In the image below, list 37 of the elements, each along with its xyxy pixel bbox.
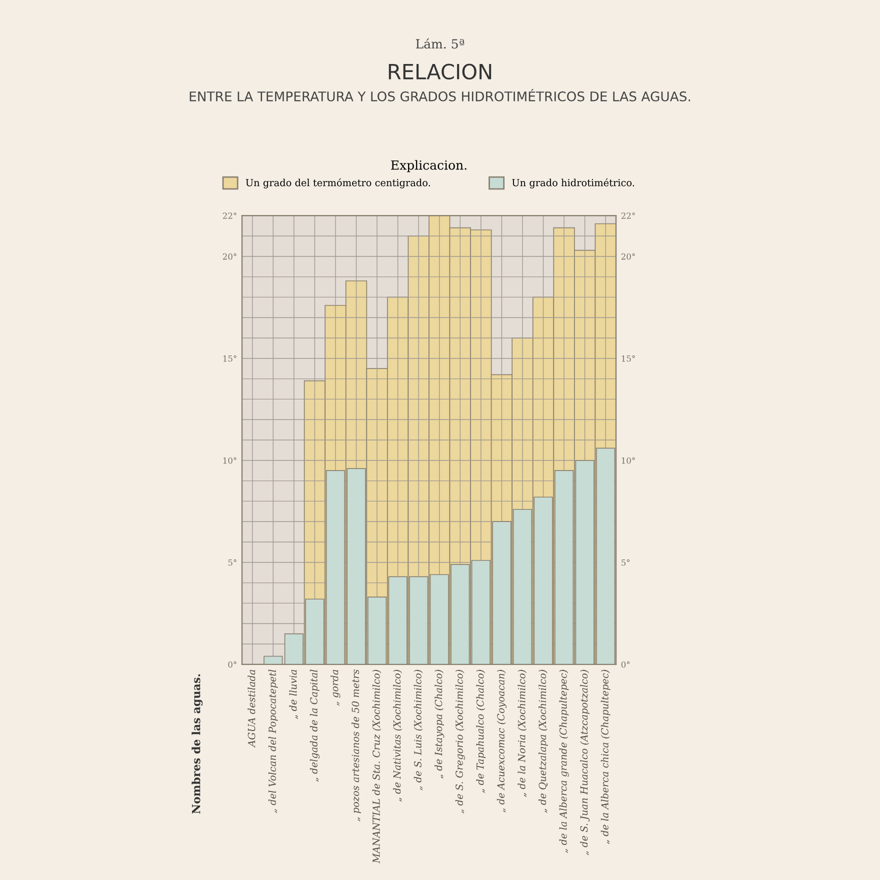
x-tick-label: „ de Acuexcomac (Coyoacan) xyxy=(496,670,506,813)
x-tick-label: „ de la Noria (Xochimilco) xyxy=(518,670,527,798)
y-tick-label: 10° xyxy=(223,457,236,464)
x-tick-label: „ de Quetzalapa (Xochimilco) xyxy=(538,670,548,813)
y-tick-label: 22° xyxy=(222,212,236,219)
x-tick-label: „ de S. Juan Huacalco (Atzcapotzalco) xyxy=(580,670,590,856)
legend-label: Un grado del termómetro centigrado. xyxy=(246,178,430,188)
x-tick-label: „ de la Alberca grande (Chapultepec) xyxy=(559,670,569,854)
y-tick-label: 20° xyxy=(222,253,236,260)
x-tick-label: „ de Nativitas (Xochimilco) xyxy=(393,670,402,802)
y-tick-label: 0° xyxy=(228,661,236,668)
x-tick-label: „ de S. Gregorio (Xochimilco) xyxy=(455,670,465,814)
text: Lám. 5ª xyxy=(416,38,464,49)
chart-subtitle: ENTRE LA TEMPERATURA Y LOS GRADOS HIDROTIMÉTRICOS DE LAS AGUAS. xyxy=(190,88,690,102)
x-tick-label: „ de lluvia xyxy=(289,670,298,720)
y-tick-label: 15° xyxy=(223,355,236,362)
y2-tick-label: 22° xyxy=(621,212,635,219)
y2-tick-label: 20° xyxy=(621,253,635,260)
x-tick-label: „ de S. Luis (Xochimilco) xyxy=(414,670,423,790)
x-tick-label: „ gorda xyxy=(330,670,340,706)
chart-title: RELACION xyxy=(388,64,492,80)
x-tick-label: „ de Istayopa (Chalco) xyxy=(434,670,444,779)
y2-tick-label: 5° xyxy=(622,559,630,566)
y2-tick-label: 10° xyxy=(622,457,635,464)
x-tick-label: AGUA destilada xyxy=(248,670,256,748)
x-tick-label: „ de Tapahualco (Chalco) xyxy=(476,670,486,794)
x-tick-label: MANANTIAL de Sta. Cruz (Xochimilco) xyxy=(372,670,382,864)
x-tick-label: „ delgada de la Capital xyxy=(310,670,320,782)
x-tick-label: „ del Volcan del Popocatepetl xyxy=(268,670,278,814)
x-tick-label: „ pozos artesianos de 50 metrs xyxy=(352,670,361,822)
legend-title: Explicacion. xyxy=(391,160,466,172)
legend-label: Un grado hidrotimétrico. xyxy=(512,178,634,188)
y2-tick-label: 15° xyxy=(622,355,635,362)
y2-tick-label: 0° xyxy=(621,661,630,668)
y-tick-label: 5° xyxy=(228,559,236,566)
x-tick-label: „ de la Alberca chica (Chapultepec) xyxy=(600,670,610,844)
text: Nombres de las aguas. xyxy=(192,674,203,814)
